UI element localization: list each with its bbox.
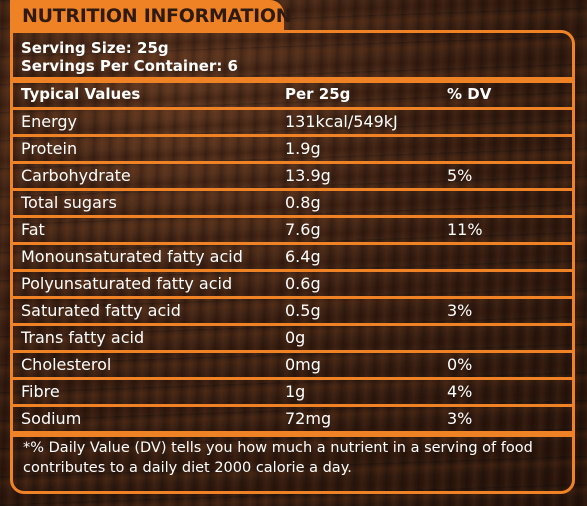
servings-per-container: Servings Per Container: 6 <box>21 57 238 75</box>
nutrient-row: Carbohydrate 13.9g 5% <box>13 165 572 189</box>
nutrient-dv: 11% <box>447 220 483 239</box>
row-divider <box>13 350 572 353</box>
row-divider <box>13 404 572 407</box>
nutrient-row: Cholesterol 0mg 0% <box>13 354 572 378</box>
nutrient-dv: 5% <box>447 166 473 185</box>
footnote: *% Daily Value (DV) tells you how much a… <box>23 440 533 476</box>
nutrient-amount: 0.6g <box>285 274 321 293</box>
nutrient-row: Protein 1.9g <box>13 138 572 162</box>
nutrient-row: Total sugars 0.8g <box>13 192 572 216</box>
nutrient-amount: 131kcal/549kJ <box>285 112 398 131</box>
nutrient-row: Fibre 1g 4% <box>13 381 572 405</box>
row-divider <box>13 107 572 110</box>
nutrient-amount: 6.4g <box>285 247 321 266</box>
divider-thick <box>13 77 572 83</box>
nutrient-row: Trans fatty acid 0g <box>13 327 572 351</box>
row-divider <box>13 242 572 245</box>
nutrient-dv: 3% <box>447 301 473 320</box>
nutrient-name: Total sugars <box>21 193 117 212</box>
nutrient-amount: 0g <box>285 328 306 347</box>
nutrient-name: Cholesterol <box>21 355 112 374</box>
row-divider <box>13 377 572 380</box>
nutrient-name: Protein <box>21 139 78 158</box>
nutrient-name: Carbohydrate <box>21 166 131 185</box>
nutrient-amount: 1g <box>285 382 306 401</box>
nutrient-name: Saturated fatty acid <box>21 301 181 320</box>
nutrient-row: Monounsaturated fatty acid 6.4g <box>13 246 572 270</box>
nutrient-amount: 1.9g <box>285 139 321 158</box>
nutrient-name: Sodium <box>21 409 82 428</box>
nutrient-amount: 13.9g <box>285 166 331 185</box>
header-row: Typical Values Per 25g % DV <box>13 84 572 108</box>
nutrient-dv: 3% <box>447 409 473 428</box>
divider-thick-bottom <box>13 431 572 437</box>
nutrient-row: Fat 7.6g 11% <box>13 219 572 243</box>
nutrient-row: Polyunsaturated fatty acid 0.6g <box>13 273 572 297</box>
nutrient-row: Saturated fatty acid 0.5g 3% <box>13 300 572 324</box>
row-divider <box>13 134 572 137</box>
nutrient-name: Fat <box>21 220 45 239</box>
nutrient-name: Fibre <box>21 382 60 401</box>
nutrition-panel: Serving Size: 25g Servings Per Container… <box>10 30 575 494</box>
row-divider <box>13 323 572 326</box>
nutrient-dv: 0% <box>447 355 473 374</box>
header-nutrient: Typical Values <box>21 85 141 103</box>
nutrient-name: Energy <box>21 112 78 131</box>
nutrient-amount: 0.5g <box>285 301 321 320</box>
row-divider <box>13 161 572 164</box>
nutrient-name: Monounsaturated fatty acid <box>21 247 243 266</box>
nutrient-amount: 0.8g <box>285 193 321 212</box>
label-title: NUTRITION INFORMATION <box>22 5 292 27</box>
nutrient-amount: 72mg <box>285 409 332 428</box>
nutrient-name: Trans fatty acid <box>21 328 145 347</box>
nutrient-dv: 4% <box>447 382 473 401</box>
header-dv: % DV <box>447 85 492 103</box>
row-divider <box>13 215 572 218</box>
nutrient-row: Sodium 72mg 3% <box>13 408 572 432</box>
nutrient-name: Polyunsaturated fatty acid <box>21 274 233 293</box>
nutrient-amount: 0mg <box>285 355 321 374</box>
nutrient-row: Energy 131kcal/549kJ <box>13 111 572 135</box>
serving-size: Serving Size: 25g <box>21 39 169 57</box>
nutrient-amount: 7.6g <box>285 220 321 239</box>
title-tab: NUTRITION INFORMATION <box>10 0 292 32</box>
row-divider <box>13 188 572 191</box>
row-divider <box>13 269 572 272</box>
row-divider <box>13 296 572 299</box>
header-per: Per 25g <box>285 85 351 103</box>
